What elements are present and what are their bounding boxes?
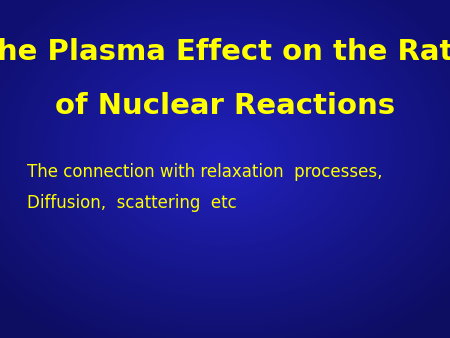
Text: Diffusion,  scattering  etc: Diffusion, scattering etc [27,194,237,212]
Text: of Nuclear Reactions: of Nuclear Reactions [55,93,395,120]
Text: The Plasma Effect on the Rate: The Plasma Effect on the Rate [0,39,450,66]
Text: The connection with relaxation  processes,: The connection with relaxation processes… [27,163,382,182]
